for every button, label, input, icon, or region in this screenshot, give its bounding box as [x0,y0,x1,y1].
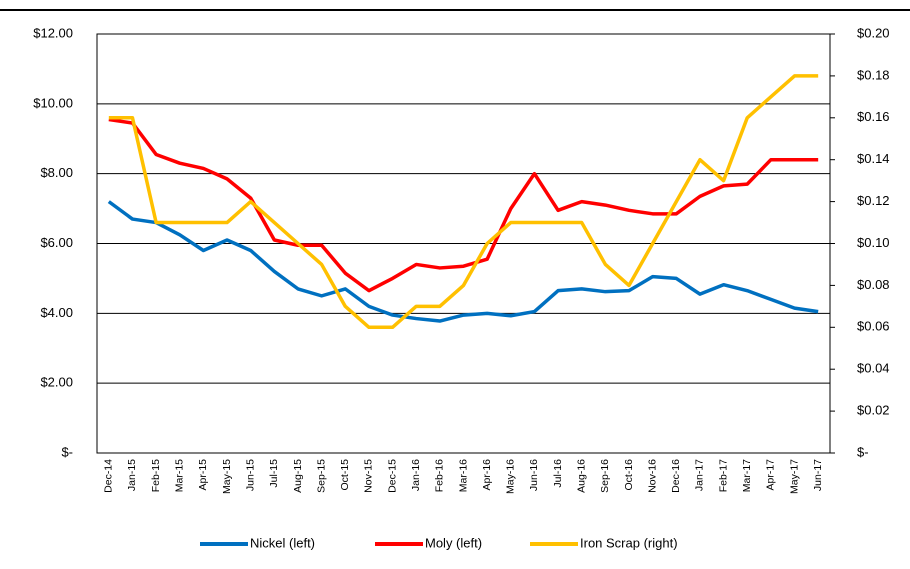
x-tick-label: Jan-15 [126,459,138,491]
x-tick-label: Feb-16 [434,459,446,492]
x-tick-label: Sep-16 [599,459,611,493]
y2-tick-label: $0.18 [857,67,890,82]
x-tick-label: Feb-15 [150,459,162,492]
y-tick-label: $10.00 [33,95,73,110]
x-tick-label: Mar-16 [457,459,469,492]
x-tick-label: Nov-16 [646,459,658,493]
x-tick-label: Oct-16 [623,459,635,491]
x-tick-label: Oct-15 [339,459,351,491]
series-line [107,200,819,323]
x-tick-label: May-16 [505,459,517,494]
legend-label: Iron Scrap (right) [580,535,678,550]
x-tick-label: Jun-17 [812,459,824,491]
y-tick-label: $8.00 [40,165,73,180]
y2-tick-label: $0.20 [857,25,890,40]
y2-tick-label: $0.14 [857,151,890,166]
x-tick-label: Mar-15 [174,459,186,492]
y-tick-label: $4.00 [40,305,73,320]
x-tick-label: Sep-15 [315,459,327,493]
x-tick-label: Dec-15 [386,459,398,493]
x-tick-label: May-17 [788,459,800,494]
y2-tick-label: $- [857,444,869,459]
y2-tick-label: $0.16 [857,109,890,124]
x-tick-label: Nov-15 [363,459,375,493]
y2-tick-label: $0.06 [857,319,890,334]
x-tick-label: Dec-16 [670,459,682,493]
x-tick-label: Mar-17 [741,459,753,492]
x-tick-label: Apr-15 [197,459,209,491]
x-tick-label: Jul-16 [552,459,564,488]
x-tick-label: Jun-16 [528,459,540,491]
x-tick-label: Feb-17 [717,459,729,492]
y-tick-label: $12.00 [33,25,73,40]
x-tick-label: Apr-17 [765,459,777,491]
x-tick-label: Jan-16 [410,459,422,491]
x-tick-label: Dec-14 [103,459,115,493]
x-tick-label: Aug-16 [576,459,588,493]
y2-tick-label: $0.02 [857,403,890,418]
y2-tick-label: $0.12 [857,193,890,208]
legend-label: Moly (left) [425,535,482,550]
x-tick-label: Aug-15 [292,459,304,493]
legend-label: Nickel (left) [250,535,315,550]
y2-tick-label: $0.10 [857,235,890,250]
x-tick-label: May-15 [221,459,233,494]
series-line [108,74,819,330]
x-tick-label: Jun-15 [244,459,256,491]
y-tick-label: $- [61,444,73,459]
y2-tick-label: $0.04 [857,361,890,376]
x-tick-label: Jul-15 [268,459,280,488]
y2-tick-label: $0.08 [857,277,890,292]
series-line [108,117,819,293]
x-tick-label: Apr-16 [481,459,493,491]
x-tick-label: Jan-17 [694,459,706,491]
y-tick-label: $2.00 [40,375,73,390]
y-tick-label: $6.00 [40,235,73,250]
